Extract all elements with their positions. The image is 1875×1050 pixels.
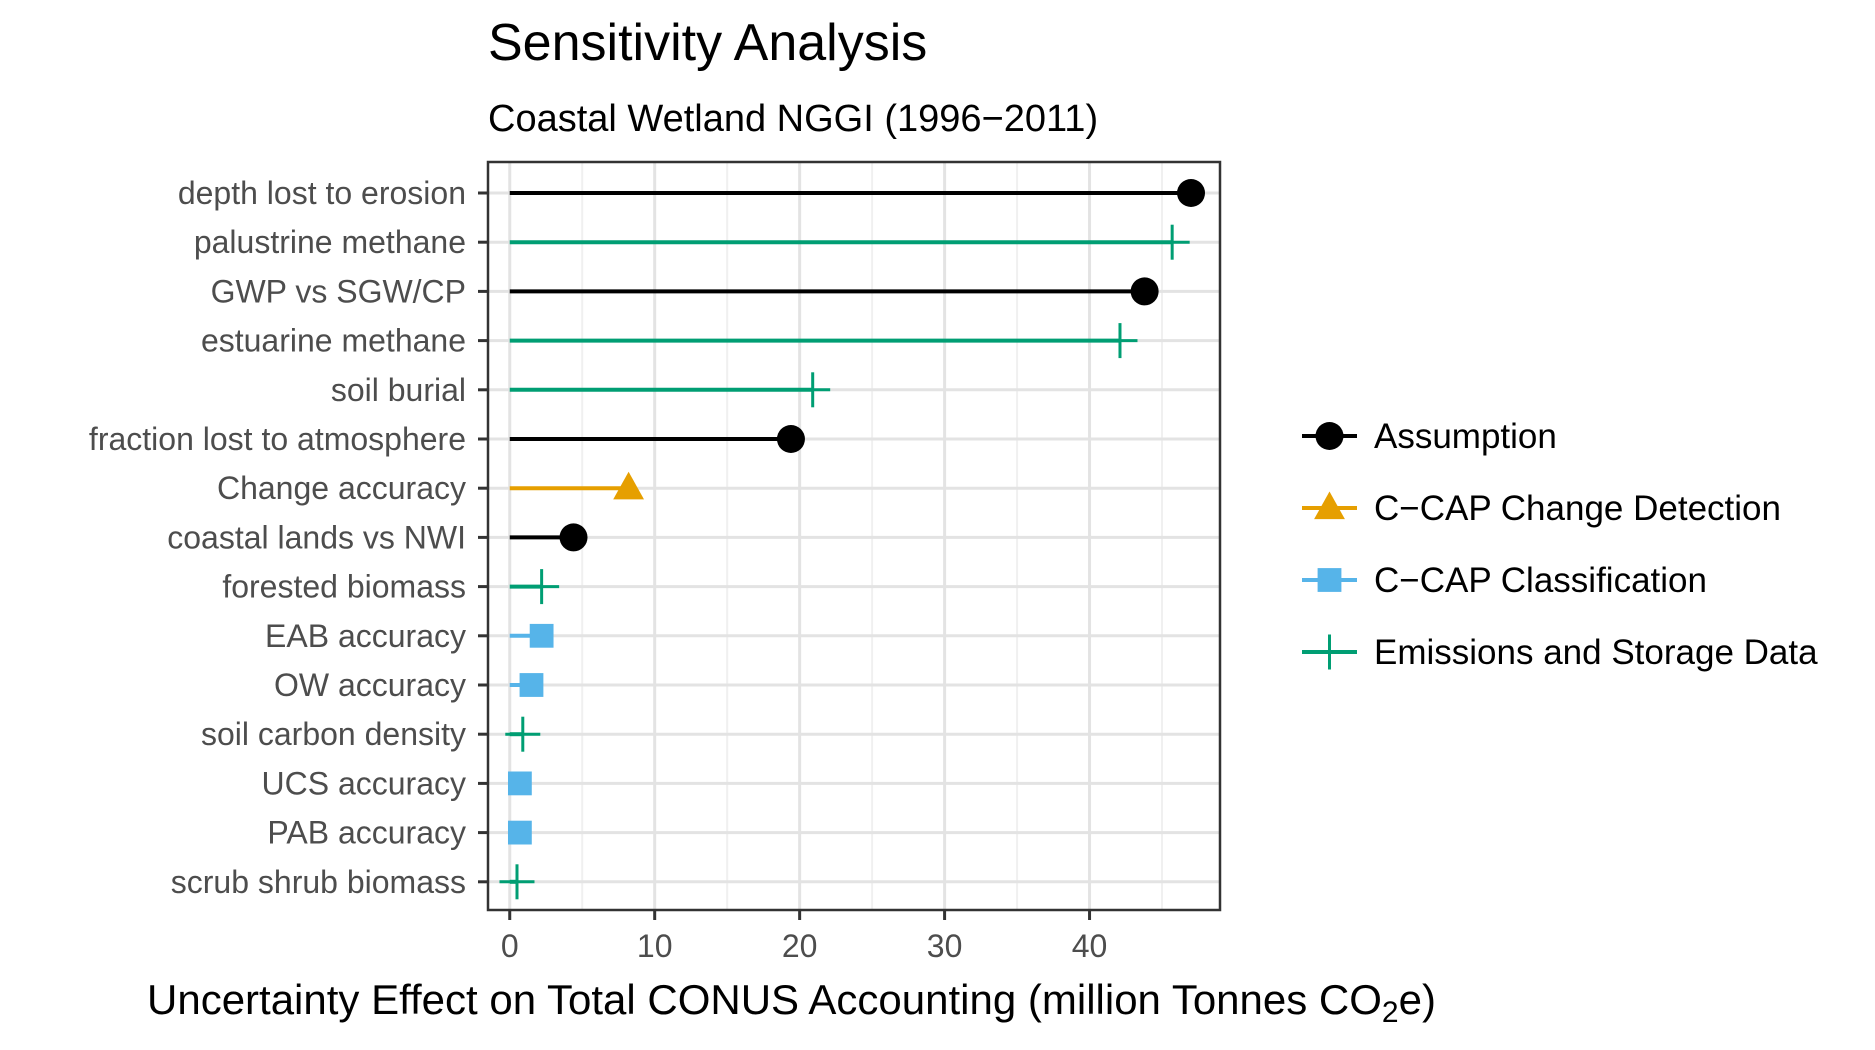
data-point-plus xyxy=(505,716,541,752)
data-point-circle xyxy=(776,425,805,453)
legend-item: Assumption xyxy=(1302,417,1557,456)
legend-item: Emissions and Storage Data xyxy=(1302,633,1818,672)
x-tick-label: 20 xyxy=(782,928,818,964)
x-axis-title: Uncertainty Effect on Total CONUS Accoun… xyxy=(147,976,1436,1029)
y-tick-label: soil burial xyxy=(331,372,466,408)
grid xyxy=(488,162,1220,910)
x-axis-title-subscript: 2 xyxy=(1382,996,1399,1029)
data-point-square xyxy=(507,771,532,796)
y-tick-label: UCS accuracy xyxy=(262,765,467,801)
legend-label: Assumption xyxy=(1374,417,1557,456)
y-tick-label: fraction lost to atmosphere xyxy=(89,421,466,457)
data-point-square xyxy=(529,623,554,648)
y-tick-label: forested biomass xyxy=(222,569,466,605)
data-point-circle xyxy=(559,523,588,552)
y-tick-label: PAB accuracy xyxy=(267,815,466,851)
y-tick-label: coastal lands vs NWI xyxy=(167,519,466,555)
data-point-plus xyxy=(795,372,831,408)
y-tick-label: OW accuracy xyxy=(274,667,466,703)
legend-item: C−CAP Change Detection xyxy=(1302,489,1781,528)
data-point-plus xyxy=(499,864,535,900)
data-point-plus xyxy=(1154,224,1190,260)
x-tick-label: 30 xyxy=(927,928,963,964)
y-axis: depth lost to erosion palustrine methane G… xyxy=(89,175,488,900)
y-tick-label: soil carbon density xyxy=(201,716,466,752)
x-axis: 0 10 20 30 40 xyxy=(501,910,1107,964)
chart-title: Sensitivity Analysis xyxy=(488,14,927,72)
y-tick-label: estuarine methane xyxy=(201,323,466,359)
y-tick-label: EAB accuracy xyxy=(265,618,466,654)
y-tick-label: depth lost to erosion xyxy=(178,175,466,211)
legend-key-circle xyxy=(1315,422,1344,450)
x-axis-title-main: Uncertainty Effect on Total CONUS Accoun… xyxy=(147,976,1382,1023)
data-point-square xyxy=(507,820,532,845)
legend-key-plus xyxy=(1312,634,1347,670)
y-tick-label: scrub shrub biomass xyxy=(171,864,466,900)
data-point-circle xyxy=(1130,277,1159,306)
x-tick-label: 10 xyxy=(637,928,673,964)
x-axis-title-end: e) xyxy=(1399,976,1436,1023)
legend-key-triangle xyxy=(1314,491,1345,520)
chart-subtitle: Coastal Wetland NGGI (1996−2011) xyxy=(488,98,1098,140)
x-tick-label: 0 xyxy=(501,928,519,964)
y-tick-label: GWP vs SGW/CP xyxy=(211,273,466,309)
x-tick-label: 40 xyxy=(1072,928,1108,964)
y-tick-label: palustrine methane xyxy=(194,224,466,260)
legend-label: C−CAP Change Detection xyxy=(1374,489,1781,528)
data-point-triangle xyxy=(613,471,645,500)
legend-key-square xyxy=(1317,568,1342,592)
data-point-plus xyxy=(524,569,560,605)
data-point-square xyxy=(519,673,544,697)
legend-label: Emissions and Storage Data xyxy=(1374,633,1818,672)
data-point-circle xyxy=(1177,179,1206,207)
legend-label: C−CAP Classification xyxy=(1374,561,1707,600)
legend-item: C−CAP Classification xyxy=(1302,561,1707,600)
data-point-plus xyxy=(1102,323,1138,359)
data-markers xyxy=(499,179,1206,900)
y-tick-label: Change accuracy xyxy=(217,470,466,506)
legend: Assumption C−CAP Change Detection C−CAP Cl… xyxy=(1302,417,1818,672)
